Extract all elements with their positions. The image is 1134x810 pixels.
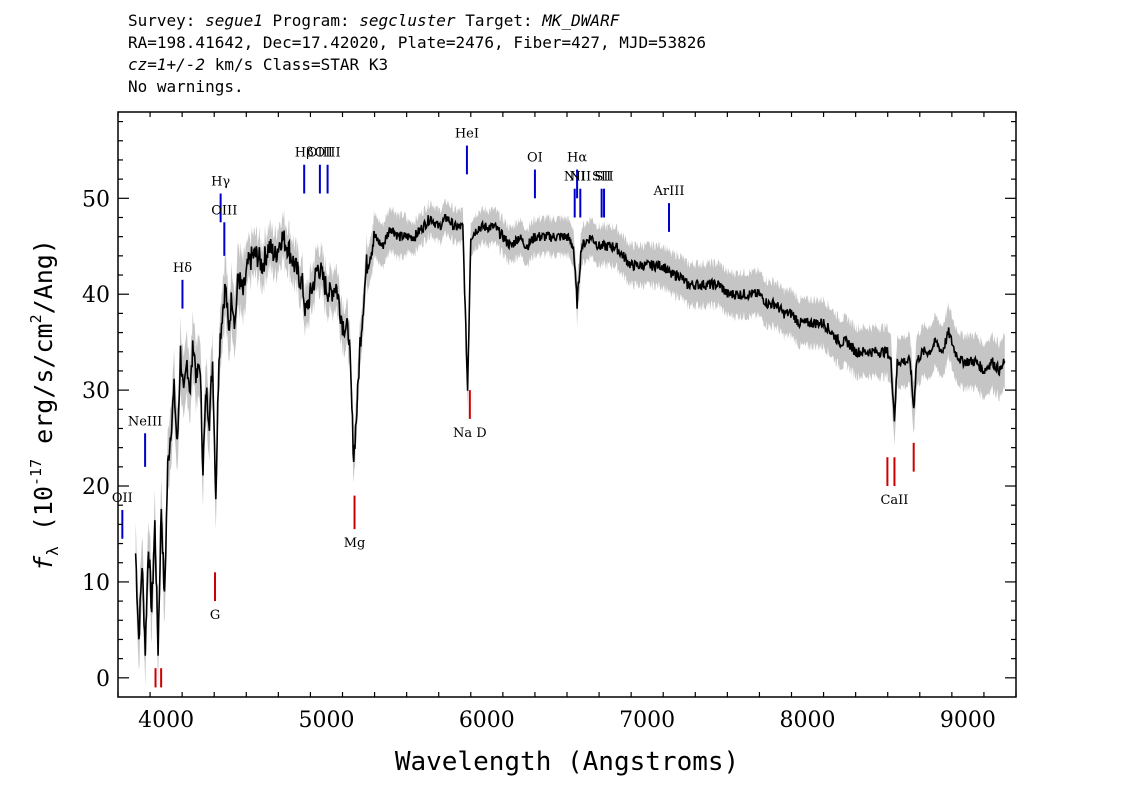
emission-line-label-13: SII [592,170,611,185]
survey-value: segue1 [205,11,263,30]
ylabel-lambda: λ [43,546,62,556]
absorption-line-label-4: Na D [453,426,487,441]
program-value: segcluster [359,11,456,30]
emission-line-label-6: OIII [307,146,333,161]
x-tick-label: 6000 [459,708,515,733]
y-axis-label: fλ (10-17 erg/s/cm2/Ang) [27,239,62,571]
y-tick-label: 30 [82,379,110,404]
y-tick-label: 50 [82,187,110,212]
target-value: MK_DWARF [542,11,620,30]
y-tick-label: 0 [96,667,110,692]
emission-line-label-1: NeIII [128,414,162,429]
emission-line-label-14: SII [594,170,613,185]
plot-frame [117,111,1017,698]
emission-line-label-0: OII [112,491,133,506]
y-tick-label: 40 [82,283,110,308]
absorption-line-label-6: CaII [880,493,908,508]
emission-line-label-12: NII [569,170,591,185]
target-label: Target: [465,11,533,30]
emission-line-label-11: Hα [567,151,587,166]
absorption-line-label-3: Mg [344,536,366,551]
ylabel-units: erg/s/cm [29,323,58,458]
axes-layer: 4000 5000 6000 7000 8000 9000 0 10 20 30 40 50 [82,111,1017,733]
emission-line-label-9: OI [527,151,543,166]
emission-line-label-10: NII [564,170,586,185]
y-tick-label: 20 [82,475,110,500]
emission-line-label-2: Hδ [173,261,192,276]
x-axis-label: Wavelength (Angstroms) [395,747,739,777]
ylabel-main: (10 [29,486,58,546]
header-line-coords: RA=198.41642, Dec=17.42020, Plate=2476, … [128,33,706,52]
x-tick-label: 8000 [780,708,836,733]
header-line-warnings: No warnings. [128,77,244,96]
spectrum-header: Survey: segue1 Program: segcluster Targe… [128,10,706,98]
ylabel-f: f [29,555,58,571]
x-tick-label: 7000 [619,708,675,733]
error-band-layer [135,198,1005,687]
header-line-class: cz=1+/-2 km/s Class=STAR K3 [128,54,706,76]
x-tick-label: 9000 [940,708,996,733]
flux-series-layer [134,214,1006,656]
survey-label: Survey: [128,11,196,30]
ylabel-per-ang: /Ang) [29,239,58,314]
emission-line-label-3: Hγ [211,175,230,190]
x-tick-label: 5000 [298,708,354,733]
ylabel-square: 2 [27,314,45,323]
program-label: Program: [272,11,350,30]
ylabel-exponent: -17 [27,459,45,486]
emission-line-label-5: Hβ [295,146,314,161]
emission-line-label-15: ArIII [652,184,684,199]
header-line-survey: Survey: segue1 Program: segcluster Targe… [128,10,706,32]
class-text: km/s Class=STAR K3 [205,55,389,74]
emission-line-label-8: HeI [455,127,479,142]
absorption-line-label-2: G [210,608,220,623]
x-tick-label: 4000 [138,708,194,733]
emission-line-label-4: OIII [211,203,237,218]
cz-value: cz=1+/-2 [128,55,206,74]
y-tick-label: 10 [82,571,110,596]
emission-line-label-7: OIII [315,146,341,161]
error-band [135,198,1005,687]
flux-line [134,214,1006,656]
